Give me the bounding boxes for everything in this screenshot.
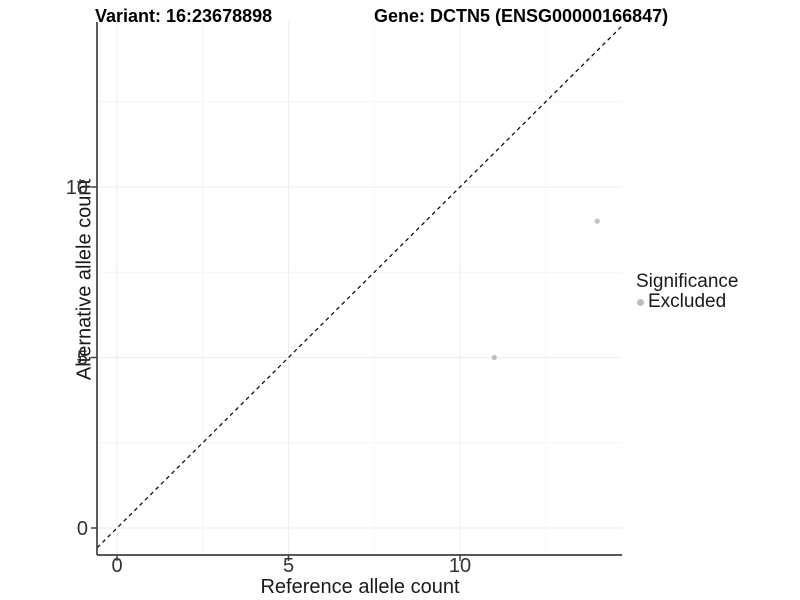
legend-title: Significance — [636, 271, 739, 292]
legend: Significance Excluded — [636, 271, 738, 312]
plot-title-variant: Variant: 16:23678898 — [95, 6, 273, 26]
y-tick-label: 0 — [77, 518, 88, 540]
y-tick-label: 10 — [66, 177, 88, 199]
x-axis-label: Reference allele count — [260, 576, 460, 598]
x-tick-label: 10 — [449, 555, 471, 577]
y-tick-label: 5 — [77, 348, 88, 370]
x-tick-label: 5 — [283, 555, 294, 577]
data-point — [594, 218, 600, 224]
legend-item: Excluded — [636, 292, 738, 312]
legend-item-label: Excluded — [648, 291, 727, 312]
x-tick-label: 0 — [111, 555, 122, 577]
legend-marker-dot-icon — [637, 298, 644, 306]
identity-line — [96, 25, 623, 549]
plot-title-gene: Gene: DCTN5 (ENSG00000166847) — [374, 6, 669, 26]
data-point — [491, 354, 497, 361]
legend-items: Excluded — [636, 292, 738, 312]
